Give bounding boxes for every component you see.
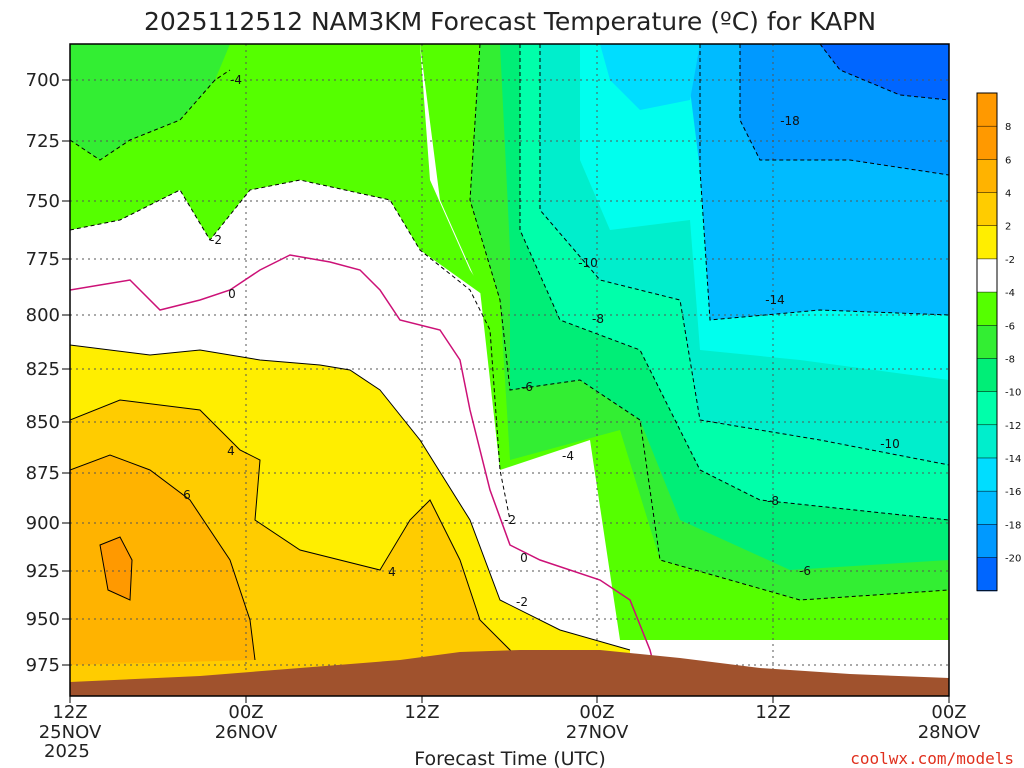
y-tick-label: 700: [26, 70, 60, 91]
y-tick-label: 825: [26, 359, 60, 380]
contour-label: 4: [388, 565, 396, 579]
contour-label: -6: [521, 380, 533, 394]
colorbar-segment: [977, 292, 997, 326]
terrain-surface: [70, 650, 949, 696]
plot-frame: [69, 43, 950, 697]
contour-label: 4: [227, 444, 235, 458]
x-tick-date: 26NOV: [215, 722, 278, 743]
contour-label: -6: [799, 564, 811, 578]
x-tick-label: 12Z: [755, 702, 790, 723]
band-top-left-cyan: [600, 44, 700, 110]
contour-label: 6: [183, 488, 191, 502]
colorbar-label: -12: [1005, 421, 1021, 432]
y-tick-label: 950: [26, 609, 60, 630]
contour-label: 0: [520, 551, 528, 565]
contour-label: -4: [230, 73, 242, 87]
x-tick-label: 00Z: [228, 702, 263, 723]
x-tick-date: 28NOV: [918, 722, 981, 743]
y-tick-label: 975: [26, 655, 60, 676]
contour-label: -10: [578, 256, 598, 270]
y-tick-label: 875: [26, 463, 60, 484]
colorbar-segment: [977, 557, 997, 592]
y-tick-label: 800: [26, 305, 60, 326]
colorbar-label: -4: [1005, 288, 1015, 299]
contour-label: -4: [562, 449, 574, 463]
colorbar-frame: [976, 92, 998, 592]
negative-contours: [70, 44, 949, 601]
positive-contours: [70, 344, 631, 661]
colorbar-segment: [977, 93, 997, 127]
colorbar-label: -16: [1005, 487, 1021, 498]
colorbar-segment: [977, 258, 997, 293]
colorbar-segment: [977, 192, 997, 227]
colorbar-segment: [977, 358, 997, 393]
colorbar-label: -20: [1005, 554, 1021, 565]
x-tick-label: 00Z: [931, 702, 966, 723]
zero-contour: [70, 254, 661, 691]
band-above-8: [100, 537, 132, 600]
y-tick-label: 850: [26, 412, 60, 433]
colorbar: 8 6 4 2 -2 -4 -6 -8 -10 -12 -14 -16 -18 -20: [976, 92, 1021, 592]
contour-label: -18: [780, 114, 800, 128]
y-tick-label: 925: [26, 561, 60, 582]
colorbar-label: 4: [1005, 189, 1011, 200]
colorbar-segment: [977, 391, 997, 426]
colorbar-segment: [977, 524, 997, 559]
colorbar-segment: [977, 225, 997, 260]
contour-label: -10: [880, 437, 900, 451]
x-tick-label: 12Z: [52, 702, 87, 723]
colorbar-label: 6: [1005, 155, 1011, 166]
colorbar-segment: [977, 424, 997, 459]
x-tick-label: 00Z: [579, 702, 614, 723]
x-tick-date: 27NOV: [566, 722, 629, 743]
x-tick-label: 12Z: [404, 702, 439, 723]
colorbar-segment: [977, 457, 997, 492]
year-label: 2025: [44, 741, 90, 762]
contour-label: -8: [767, 494, 779, 508]
band-minus-18-to-minus-20: [820, 44, 949, 100]
colorbar-label: 8: [1005, 122, 1011, 133]
contour-label: -2: [516, 595, 528, 609]
colorbar-label: -8: [1005, 354, 1015, 365]
credit-text: coolwx.com/models: [850, 749, 1014, 768]
y-axis: 700 725 750 775 800 825 850 875 900 925 950 975: [26, 70, 70, 676]
x-axis-label: Forecast Time (UTC): [414, 748, 605, 768]
contour-label: -2: [210, 233, 222, 247]
y-tick-label: 775: [26, 249, 60, 270]
colorbar-label: -6: [1005, 321, 1015, 332]
contour-label: 0: [228, 287, 236, 301]
x-tick-date: 25NOV: [39, 722, 102, 743]
colorbar-label: -2: [1005, 255, 1015, 266]
y-tick-label: 900: [26, 513, 60, 534]
colorbar-segment: [977, 491, 997, 525]
colorbar-segment: [977, 159, 997, 194]
contour-labels: -4 -2 0 4 6 -18 -10 -14 -8 -6 -4 -2 0 -2 -10 -8 -6 4: [183, 73, 900, 609]
colorbar-label: -14: [1005, 454, 1021, 465]
colorbar-segment: [977, 325, 997, 359]
colorbar-segment: [977, 126, 997, 160]
colorbar-label: -18: [1005, 520, 1021, 531]
y-tick-label: 725: [26, 131, 60, 152]
chart-title: 2025112512 NAM3KM Forecast Temperature (…: [144, 7, 876, 36]
colorbar-label: 2: [1005, 222, 1011, 233]
band-left-upper-darkgreen: [70, 44, 230, 160]
plot-area: [70, 44, 949, 696]
colorbar-label: -10: [1005, 388, 1021, 399]
y-tick-label: 750: [26, 191, 60, 212]
contour-label: -14: [765, 293, 785, 307]
contour-label: -2: [504, 513, 516, 527]
contour-label: -8: [592, 312, 604, 326]
band-6-to-8: [70, 455, 255, 665]
